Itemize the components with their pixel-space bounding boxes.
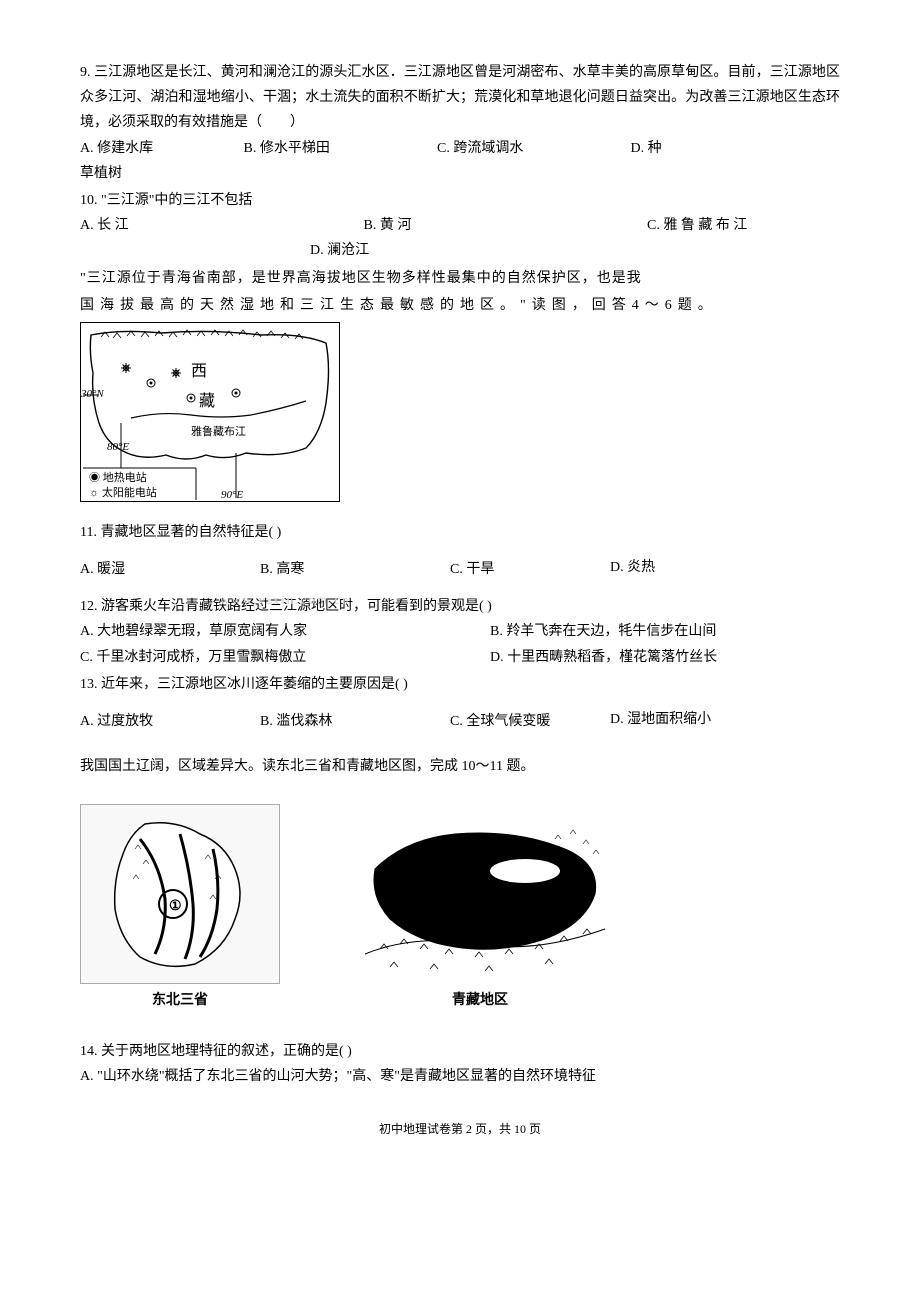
qingzang-map-box: 青藏地区	[340, 804, 620, 1013]
qingzang-map	[340, 804, 620, 984]
q12-stem: 12. 游客乘火车沿青藏铁路经过三江源地区时，可能看到的景观是( )	[80, 594, 840, 619]
map-lat: 30°N	[81, 385, 104, 405]
q12-option-a: A. 大地碧绿翠无瑕，草原宽阔有人家	[80, 619, 460, 644]
q13-option-b: B. 滥伐森林	[260, 709, 450, 734]
q12-option-b: B. 羚羊飞奔在天边，牦牛信步在山间	[460, 619, 840, 644]
question-11: 11. 青藏地区显著的自然特征是( ) A. 暖湿 B. 高寒 C. 干旱 D.…	[80, 520, 840, 582]
q12-option-c: C. 千里冰封河成桥，万里雪飘梅傲立	[80, 645, 460, 670]
page-footer: 初中地理试卷第 2 页，共 10 页	[80, 1119, 840, 1141]
q13-options: A. 过度放牧 B. 滥伐森林 C. 全球气候变暖 D. 湿地面积缩小	[80, 709, 840, 734]
legend-1-text: 地热电站	[103, 472, 147, 484]
q14-stem: 14. 关于两地区地理特征的叙述，正确的是( )	[80, 1039, 840, 1064]
tibet-map-figure: 西 藏 30°N 80°E 90°E 雅鲁藏布江 ◉ 地热电站 ☼ 太阳能电站	[80, 322, 340, 502]
q10-option-c: C. 雅 鲁 藏 布 江	[647, 213, 747, 238]
question-12: www.yixin.com.cn 12. 游客乘火车沿青藏铁路经过三江源地区时，…	[80, 594, 840, 670]
context-2: 我国国土辽阔，区域差异大。读东北三省和青藏地区图，完成 10～11 题。	[80, 754, 840, 779]
q9-stem: 9. 三江源地区是长江、黄河和澜沧江的源头汇水区．三江源地区曾是河湖密布、水草丰…	[80, 60, 840, 136]
question-14: 14. 关于两地区地理特征的叙述，正确的是( ) A. "山环水绕"概括了东北三…	[80, 1039, 840, 1089]
map-label-zang: 藏	[199, 388, 215, 417]
q11-options: A. 暖湿 B. 高寒 C. 干旱 D. 炎热	[80, 557, 840, 582]
q9-option-b: B. 修水平梯田	[244, 136, 434, 161]
q9-option-d-cont: 草植树	[80, 161, 840, 186]
qingzang-caption: 青藏地区	[340, 988, 620, 1013]
q12-options-row2: C. 千里冰封河成桥，万里雪飘梅傲立 D. 十里西畴熟稻香，槿花篱落竹丝长	[80, 645, 840, 670]
q10-option-d: D. 澜沧江	[310, 238, 369, 263]
solar-icon: ☼	[89, 487, 99, 499]
legend-2-text: 太阳能电站	[102, 487, 157, 499]
q11-option-a: A. 暖湿	[80, 557, 260, 582]
q12-options-row1: A. 大地碧绿翠无瑕，草原宽阔有人家 B. 羚羊飞奔在天边，牦牛信步在山间	[80, 619, 840, 644]
northeast-caption: 东北三省	[80, 988, 280, 1013]
question-13: 13. 近年来，三江源地区冰川逐年萎缩的主要原因是( ) A. 过度放牧 B. …	[80, 672, 840, 734]
northeast-map: ①	[80, 804, 280, 984]
svg-text:①: ①	[169, 899, 182, 914]
q11-stem: 11. 青藏地区显著的自然特征是( )	[80, 520, 840, 545]
q10-options: A. 长 江 B. 黄 河 C. 雅 鲁 藏 布 江 D. 澜沧江	[80, 213, 840, 263]
maps-row: ① 东北三省	[80, 804, 840, 1013]
q11-option-b: B. 高寒	[260, 557, 450, 582]
map-lon90: 90°E	[221, 486, 243, 506]
q13-stem: 13. 近年来，三江源地区冰川逐年萎缩的主要原因是( )	[80, 672, 840, 697]
q13-option-c: C. 全球气候变暖	[450, 709, 610, 734]
q9-option-a: A. 修建水库	[80, 136, 240, 161]
northeast-map-box: ① 东北三省	[80, 804, 280, 1013]
q11-option-c: C. 干旱	[450, 557, 610, 582]
map-label-xi: 西	[191, 358, 207, 387]
q11-option-d: D. 炎热	[610, 557, 840, 579]
map-lon80: 80°E	[107, 438, 129, 458]
q13-option-a: A. 过度放牧	[80, 709, 260, 734]
question-9: 9. 三江源地区是长江、黄河和澜沧江的源头汇水区．三江源地区曾是河湖密布、水草丰…	[80, 60, 840, 186]
q10-option-b: B. 黄 河	[364, 213, 644, 238]
geothermal-icon: ◉	[89, 472, 100, 484]
q9-options: A. 修建水库 B. 修水平梯田 C. 跨流域调水 D. 种 草植树	[80, 136, 840, 186]
passage-line1: "三江源位于青海省南部，是世界高海拔地区生物多样性最集中的自然保护区，也是我	[80, 266, 840, 291]
map-river-label: 雅鲁藏布江	[191, 423, 246, 443]
q10-stem: 10. "三江源"中的三江不包括	[80, 188, 840, 213]
q12-option-d: D. 十里西畴熟稻香，槿花篱落竹丝长	[460, 645, 840, 670]
q14-option-a: A. "山环水绕"概括了东北三省的山河大势；"高、寒"是青藏地区显著的自然环境特…	[80, 1064, 840, 1089]
q9-option-d-first: D. 种	[631, 136, 662, 161]
legend-2: ☼ 太阳能电站	[89, 484, 157, 504]
q13-option-d: D. 湿地面积缩小	[610, 709, 840, 731]
passage-line2: 国海拔最高的天然湿地和三江生态最敏感的地区。"读图，回答4～6题。	[80, 293, 840, 318]
q9-option-c: C. 跨流域调水	[437, 136, 627, 161]
question-10: 10. "三江源"中的三江不包括 A. 长 江 B. 黄 河 C. 雅 鲁 藏 …	[80, 188, 840, 264]
q10-option-a: A. 长 江	[80, 213, 360, 238]
